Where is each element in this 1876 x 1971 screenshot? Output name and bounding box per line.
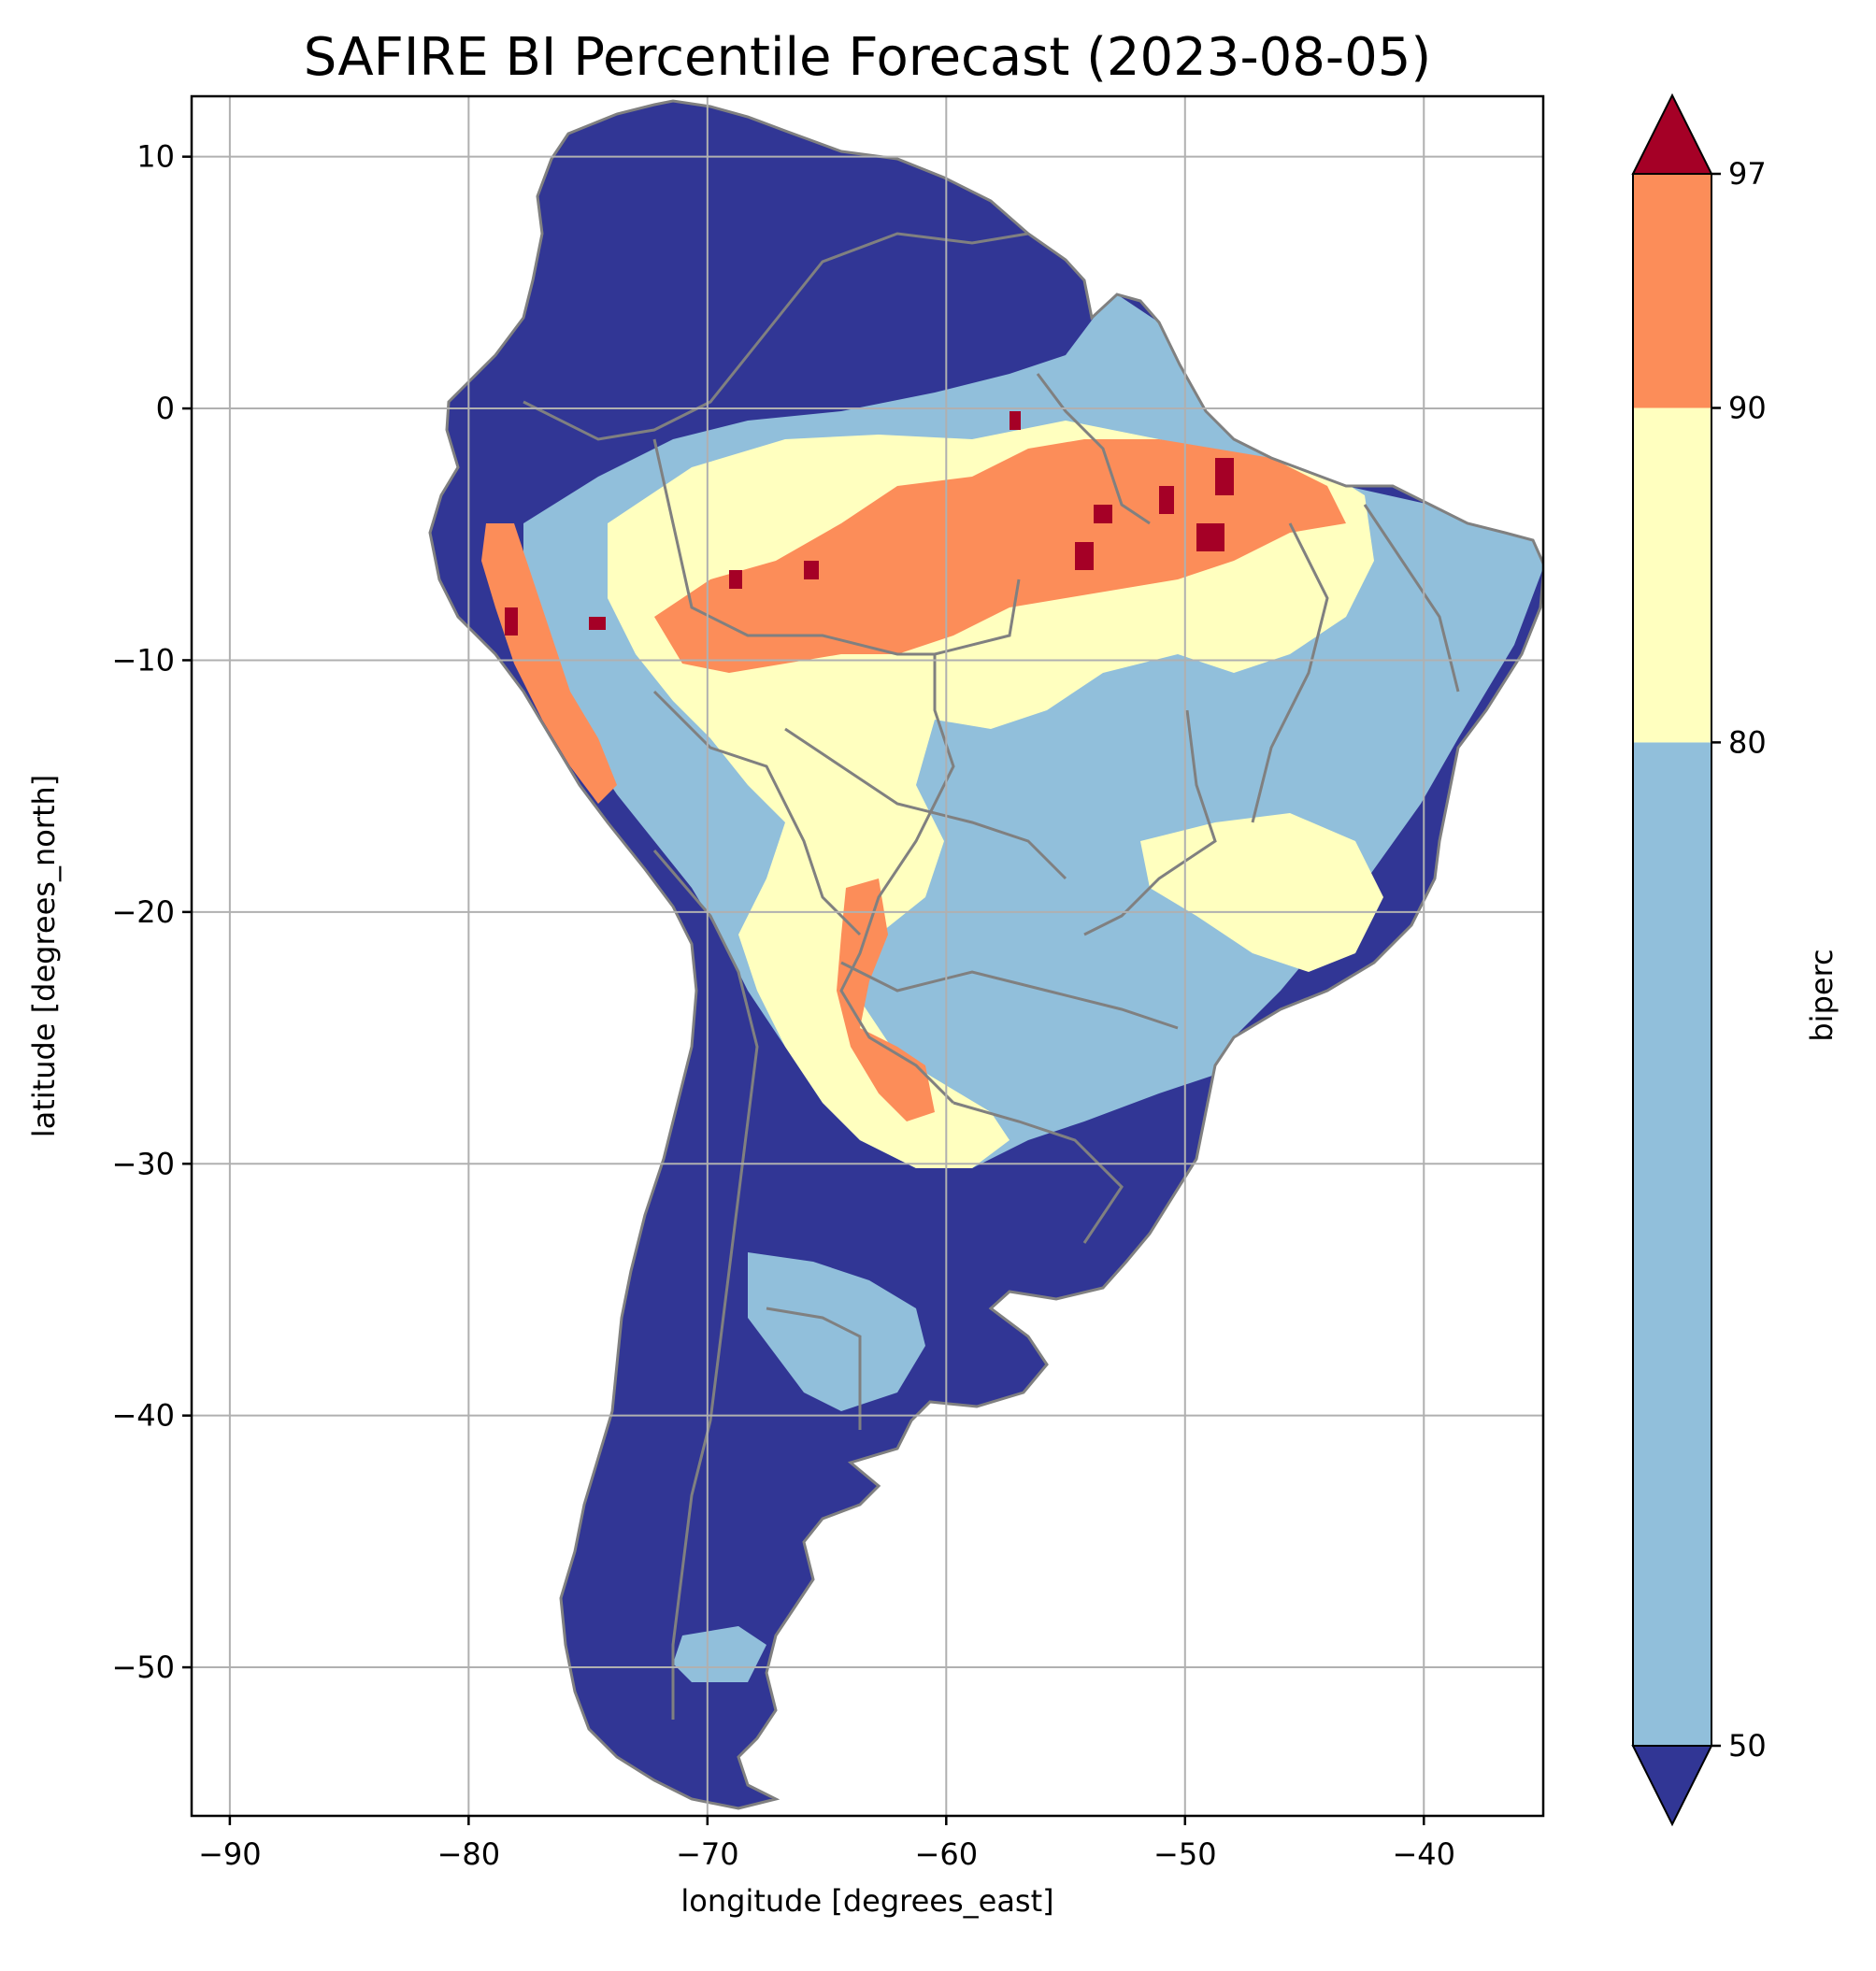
y-tick-label: −30 (111, 1146, 175, 1181)
chart-title: SAFIRE BI Percentile Forecast (2023-08-0… (304, 27, 1431, 88)
x-tick-label: −70 (676, 1836, 739, 1872)
x-axis: −90 −80 −70 −60 −50 −40 (198, 1816, 1455, 1872)
x-tick-label: −60 (915, 1836, 979, 1872)
colorbar-label: biperc (1804, 949, 1840, 1041)
y-tick-label: 0 (156, 391, 175, 426)
region-90-97-andes (481, 523, 617, 804)
axes-frame (190, 94, 1545, 1818)
region-above-97 (505, 411, 1234, 636)
country-borders (523, 232, 1460, 1720)
region-50-80-south (748, 1252, 925, 1411)
colorbar-tick-label: 50 (1728, 1728, 1767, 1764)
x-tick-label: −90 (198, 1836, 262, 1872)
plot-area (192, 96, 1543, 1816)
x-tick-label: −50 (1153, 1836, 1217, 1872)
colorbar: 50 80 90 97 (1631, 93, 1767, 1827)
colorbar-extend-min (1631, 1745, 1713, 1827)
y-tick-label: −50 (111, 1650, 175, 1685)
y-tick-label: −20 (111, 894, 175, 930)
gridlines (192, 96, 1543, 1816)
y-tick-label: 10 (136, 139, 175, 175)
colorbar-tick-label: 90 (1728, 391, 1767, 426)
y-axis-label: latitude [degrees_north] (26, 775, 62, 1138)
x-tick-label: −40 (1392, 1836, 1455, 1872)
colorbar-tick-label: 80 (1728, 724, 1767, 760)
y-axis: 10 0 −10 −20 −30 −40 −50 (111, 139, 192, 1685)
colorbar-frame (1632, 173, 1712, 1747)
x-axis-label: longitude [degrees_east] (680, 1883, 1053, 1919)
colorbar-segment (1633, 742, 1711, 1746)
colorbar-tick-label: 97 (1728, 156, 1767, 192)
region-80-90-east (1140, 813, 1383, 972)
colorbar-segment (1633, 407, 1711, 743)
colorbar-extend-max (1631, 93, 1713, 175)
y-tick-label: −40 (111, 1398, 175, 1434)
y-tick-label: −10 (111, 642, 175, 678)
colorbar-segment (1633, 174, 1711, 408)
x-tick-label: −80 (437, 1836, 501, 1872)
